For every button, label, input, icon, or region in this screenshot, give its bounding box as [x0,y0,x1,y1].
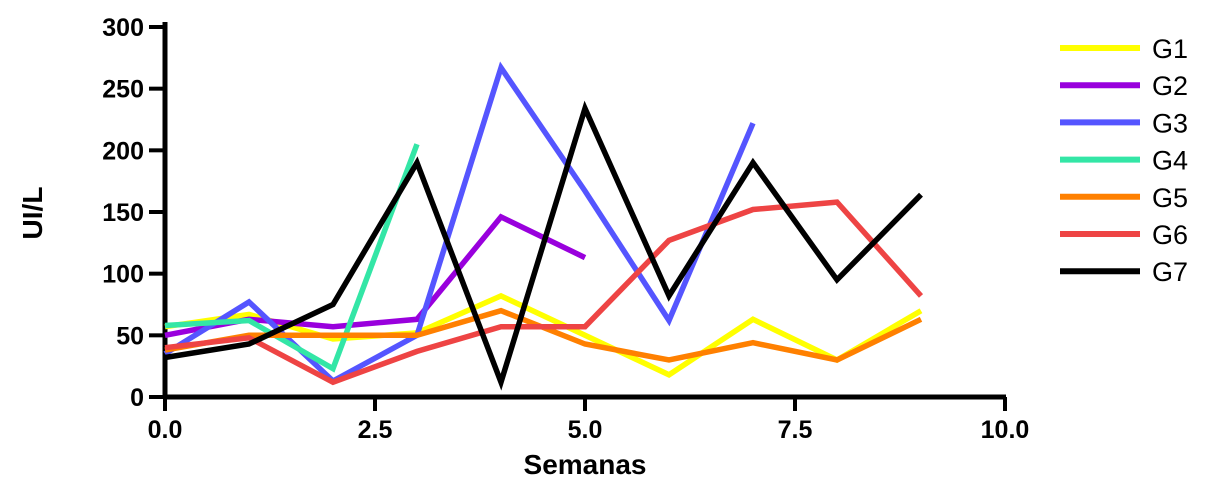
y-tick-label: 300 [102,14,144,42]
series-line-g3 [163,61,756,385]
legend-label-g5: G5 [1152,183,1188,213]
legend-label-g7: G7 [1152,257,1188,287]
y-tick-label: 150 [102,199,144,227]
legend-label-g4: G4 [1152,146,1188,176]
legend: G1 G2 G3 G4 G5 G6 G7 [1060,34,1188,287]
x-tick-label: 0.0 [148,416,183,444]
y-tick-label: 250 [102,76,144,104]
legend-label-g1: G1 [1152,34,1188,64]
x-tick-label: 5.0 [568,416,603,444]
y-axis-title: UI/L [17,187,48,240]
y-tick-label: 0 [130,384,144,412]
series-lines [163,61,924,391]
y-ticks: 0 50 100 150 200 250 300 [102,14,165,412]
x-tick-label: 2.5 [358,416,393,444]
y-tick-label: 200 [102,137,144,165]
x-axis-title: Semanas [524,449,647,480]
y-tick-label: 50 [116,322,144,350]
series-line-g7 [164,100,923,391]
series-line-g4 [164,143,420,373]
legend-label-g3: G3 [1152,108,1188,138]
x-tick-label: 10.0 [981,416,1030,444]
series-line-g6 [164,199,924,386]
x-tick-label: 7.5 [778,416,813,444]
x-ticks: 0.0 2.5 5.0 7.5 10.0 [148,397,1030,444]
y-tick-label: 100 [102,261,144,289]
legend-label-g2: G2 [1152,71,1188,101]
legend-label-g6: G6 [1152,220,1188,250]
